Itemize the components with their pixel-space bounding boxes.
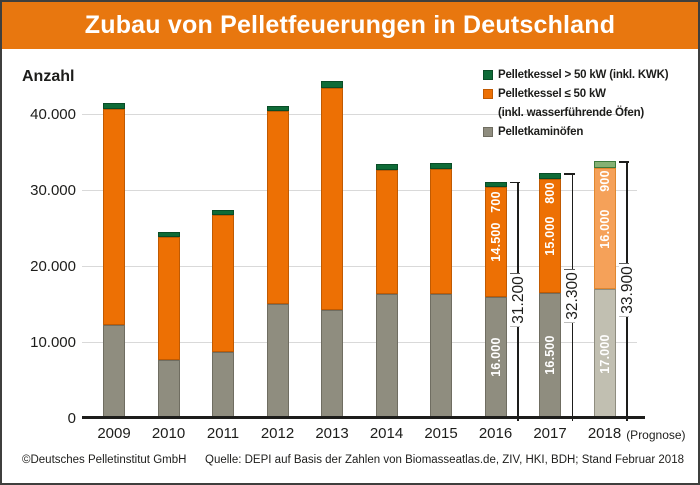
legend-label: Pelletkessel ≤ 50 kW bbox=[498, 87, 606, 100]
bar-segment-pelletkaminoefen-2010 bbox=[157, 360, 180, 418]
copyright-text: ©Deutsches Pelletinstitut GmbH bbox=[22, 454, 187, 466]
title-banner: Zubau von Pelletfeuerungen in Deutschlan… bbox=[2, 2, 698, 49]
total-bracket-cap bbox=[509, 181, 520, 184]
gridline-30.000 bbox=[82, 190, 637, 192]
bar-segment-kessel-le50-2013 bbox=[321, 87, 343, 310]
legend-item-pelletkaminoefen: Pelletkaminöfen bbox=[483, 122, 693, 141]
legend-swatch-green bbox=[483, 69, 493, 80]
year-label: 2011 bbox=[206, 425, 240, 442]
bar-segment-pelletkaminoefen-2012 bbox=[266, 304, 289, 418]
total-value-label: 32.300 bbox=[564, 268, 582, 323]
total-bracket-line bbox=[517, 181, 519, 273]
x-tick-label-2017: 2017 bbox=[533, 425, 566, 442]
legend-swatch-gray bbox=[483, 126, 493, 137]
bar-segment-kessel-gt50-2017 bbox=[539, 173, 561, 180]
segment-value-green: 900 bbox=[597, 170, 612, 192]
total-bracket-line bbox=[626, 161, 628, 263]
segment-value-gray: 17.000 bbox=[597, 333, 612, 374]
bar-segment-kessel-gt50-2013 bbox=[321, 81, 343, 88]
gridline-40.000 bbox=[82, 114, 637, 116]
year-label: 2009 bbox=[97, 425, 131, 442]
year-label: 2012 bbox=[260, 425, 295, 442]
bar-segment-kessel-gt50-2015 bbox=[430, 163, 452, 170]
year-label: 2018 bbox=[587, 425, 622, 442]
year-label: 2014 bbox=[369, 425, 404, 442]
bar-segment-pelletkaminoefen-2014 bbox=[375, 293, 398, 418]
y-tick-label: 40.000 bbox=[30, 106, 76, 124]
bar-segment-pelletkaminoefen-2013 bbox=[321, 309, 343, 418]
x-tick-label-2016: 2016 bbox=[479, 425, 512, 442]
legend-item-pelletkessel-gt50: Pelletkessel > 50 kW (inkl. KWK) bbox=[483, 65, 693, 84]
y-tick-label: 20.000 bbox=[30, 257, 76, 275]
bar-segment-pelletkaminoefen-2009 bbox=[103, 324, 125, 418]
footer: ©Deutsches Pelletinstitut GmbH Quelle: D… bbox=[2, 454, 698, 472]
bar-segment-pelletkaminoefen-2011 bbox=[212, 352, 234, 418]
total-bracket-line bbox=[571, 173, 574, 269]
total-value-label: 33.900 bbox=[618, 262, 637, 317]
bar-segment-kessel-gt50-2014 bbox=[375, 164, 398, 171]
bar-segment-kessel-le50-2012 bbox=[266, 111, 289, 305]
year-label: 2017 bbox=[533, 425, 567, 442]
legend-item-pelletkessel-le50-line2: (inkl. wasserführende Öfen) bbox=[483, 103, 693, 122]
x-tick-label-2018: 2018 (Prognose) bbox=[587, 425, 686, 442]
bar-segment-kessel-le50-2011 bbox=[212, 214, 234, 353]
y-axis-title: Anzahl bbox=[22, 68, 75, 85]
legend-swatch-orange bbox=[483, 88, 493, 99]
page-title: Zubau von Pelletfeuerungen in Deutschlan… bbox=[84, 11, 616, 39]
legend: Pelletkessel > 50 kW (inkl. KWK) Pelletk… bbox=[483, 65, 693, 141]
x-tick-label-2009: 2009 bbox=[97, 425, 130, 442]
total-bracket-cap bbox=[564, 173, 575, 175]
legend-label: Pelletkessel > 50 kW (inkl. KWK) bbox=[498, 68, 669, 81]
bar-segment-kessel-le50-2018 bbox=[593, 167, 616, 290]
x-tick-label-2014: 2014 bbox=[370, 425, 403, 442]
bar-segment-kessel-le50-2015 bbox=[430, 169, 452, 294]
legend-item-pelletkessel-le50: Pelletkessel ≤ 50 kW bbox=[483, 84, 693, 103]
segment-value-orange: 14.500 bbox=[488, 222, 503, 262]
y-tick-label: 30.000 bbox=[30, 182, 76, 200]
total-bracket-line bbox=[571, 322, 574, 421]
bar-segment-kessel-gt50-2018 bbox=[593, 161, 616, 168]
total-bracket-cap bbox=[618, 161, 629, 163]
year-label: 2015 bbox=[424, 425, 458, 442]
bar-segment-kessel-gt50-2011 bbox=[212, 210, 234, 215]
gridline-20.000 bbox=[82, 265, 637, 267]
y-tick-label: 10.000 bbox=[30, 333, 76, 351]
x-tick-label-2012: 2012 bbox=[261, 425, 294, 442]
bar-segment-kessel-le50-2016 bbox=[484, 186, 507, 297]
gridline-10.000 bbox=[82, 341, 637, 343]
prognose-label: (Prognose) bbox=[626, 427, 686, 442]
segment-value-orange: 16.000 bbox=[597, 208, 612, 249]
x-tick-label-2010: 2010 bbox=[152, 425, 185, 442]
segment-value-green: 700 bbox=[488, 190, 503, 213]
bar-segment-kessel-gt50-2016 bbox=[484, 181, 507, 187]
segment-value-orange: 15.000 bbox=[543, 216, 557, 256]
bar-segment-kessel-le50-2010 bbox=[157, 236, 180, 361]
total-value-label: 31.200 bbox=[509, 273, 528, 327]
x-tick-label-2013: 2013 bbox=[315, 425, 348, 442]
y-tick-label: 0 bbox=[67, 409, 76, 427]
segment-value-gray: 16.000 bbox=[488, 337, 503, 378]
year-label: 2010 bbox=[151, 425, 186, 442]
bar-segment-kessel-le50-2017 bbox=[539, 179, 561, 293]
x-tick-label-2015: 2015 bbox=[424, 425, 457, 442]
bar-segment-kessel-le50-2009 bbox=[103, 108, 125, 325]
year-label: 2016 bbox=[478, 425, 513, 442]
segment-value-green: 800 bbox=[543, 182, 557, 204]
legend-label: Pelletkaminöfen bbox=[498, 125, 584, 138]
bar-segment-kessel-gt50-2010 bbox=[157, 232, 180, 237]
total-bracket-line bbox=[517, 326, 519, 421]
bar-segment-kessel-le50-2014 bbox=[375, 170, 398, 294]
legend-label-continuation: (inkl. wasserführende Öfen) bbox=[498, 106, 645, 119]
source-text: Quelle: DEPI auf Basis der Zahlen von Bi… bbox=[205, 454, 684, 466]
x-axis-line bbox=[82, 416, 645, 419]
bar-segment-kessel-gt50-2009 bbox=[103, 103, 125, 109]
bar-segment-pelletkaminoefen-2015 bbox=[430, 293, 452, 418]
x-tick-label-2011: 2011 bbox=[207, 425, 239, 442]
year-label: 2013 bbox=[315, 425, 349, 442]
segment-value-gray: 16.500 bbox=[543, 335, 557, 376]
bar-segment-kessel-gt50-2012 bbox=[266, 105, 289, 111]
total-bracket-line bbox=[626, 316, 628, 421]
